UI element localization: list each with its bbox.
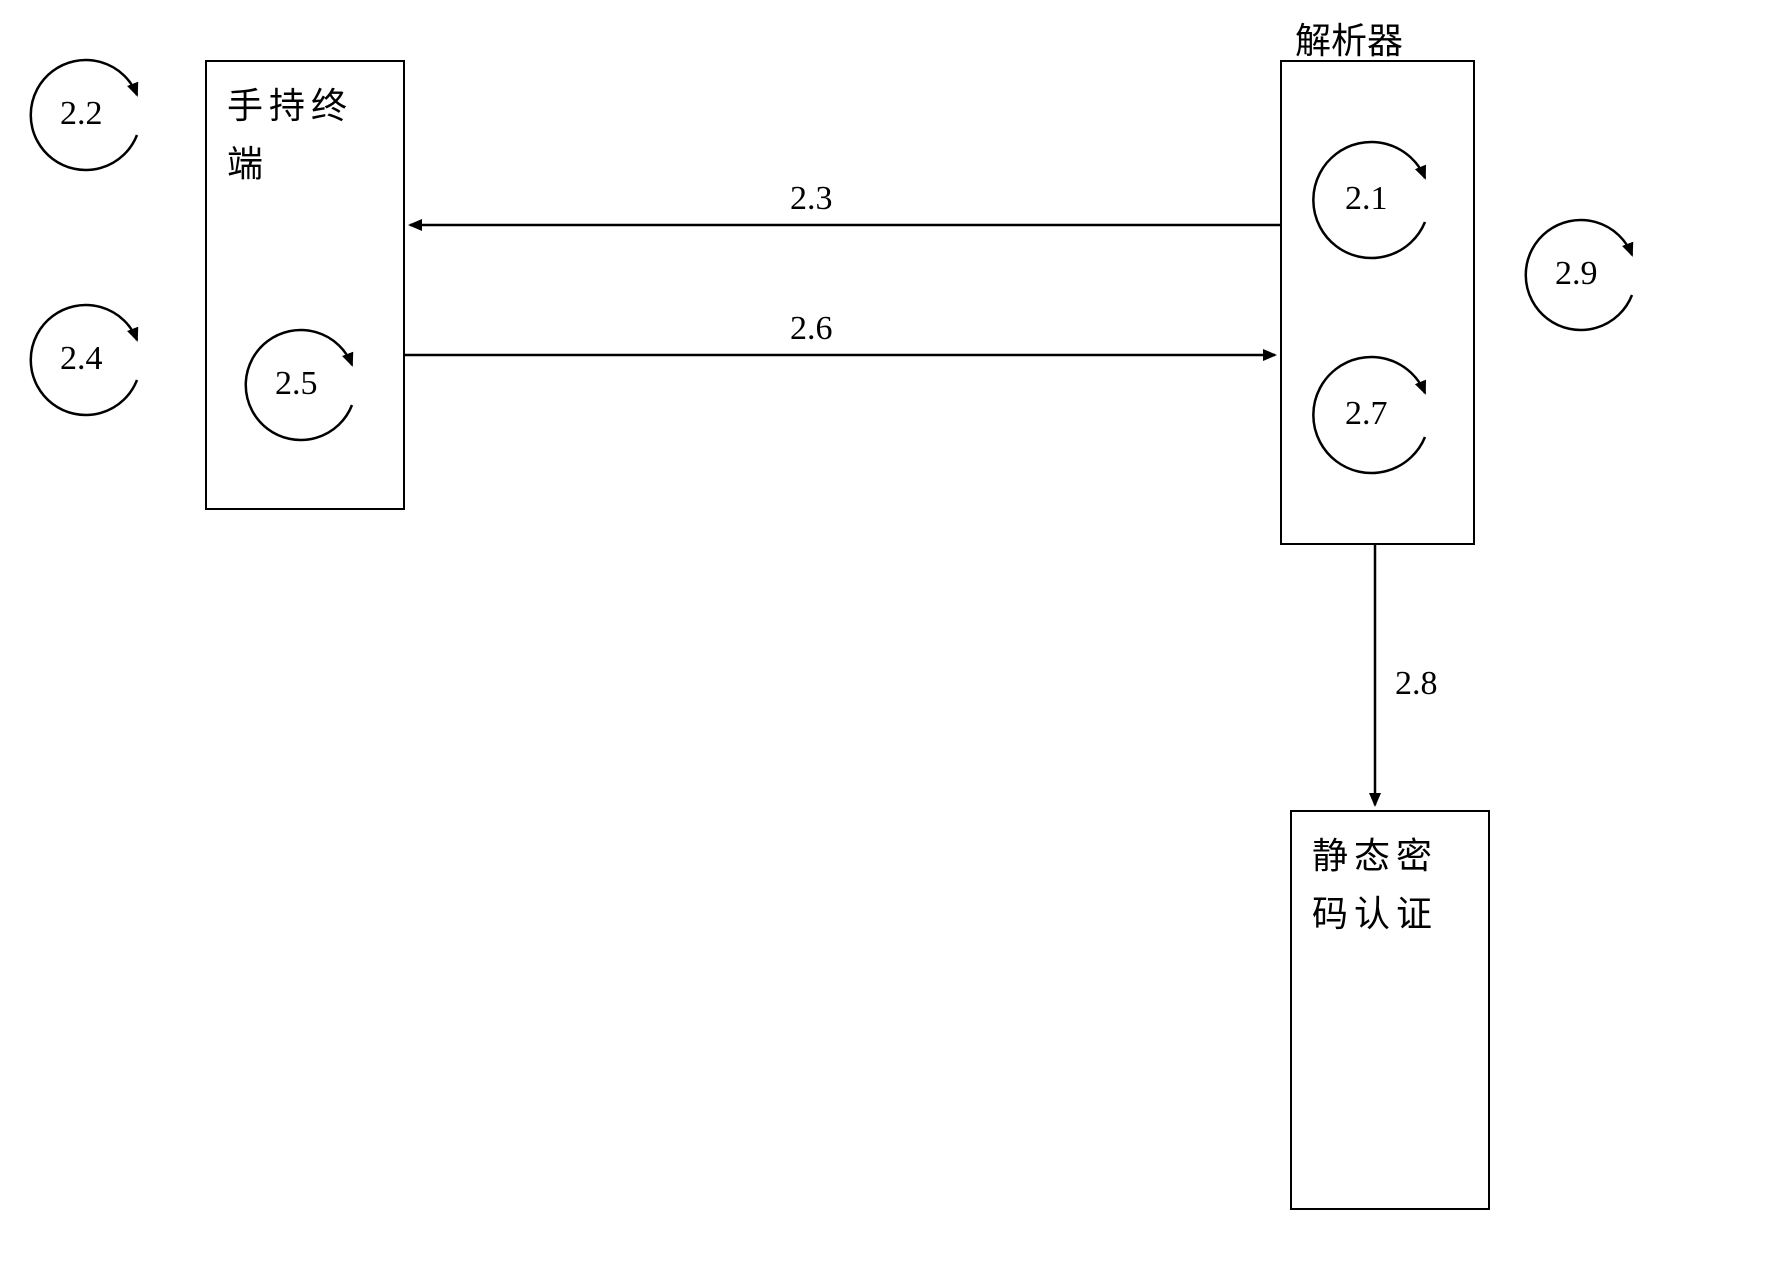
loop-label-2-2: 2.2 <box>60 95 103 133</box>
loop-label-2-5: 2.5 <box>275 365 318 403</box>
node-handheld-terminal: 手持终端 <box>205 60 405 510</box>
diagram-canvas: 手持终端 解析器 静态密码认证 2.3 2.6 2.8 2.2 2.4 2.5 … <box>0 0 1780 1261</box>
arrow-label-2-6: 2.6 <box>790 310 833 348</box>
node-parser <box>1280 60 1475 545</box>
node-static-password-label: 静态密码认证 <box>1312 828 1468 943</box>
node-handheld-label: 手持终端 <box>227 78 383 193</box>
node-parser-label: 解析器 <box>1295 12 1403 64</box>
loop-label-2-4: 2.4 <box>60 340 103 378</box>
arrow-label-2-8: 2.8 <box>1395 665 1438 703</box>
arrow-label-2-3: 2.3 <box>790 180 833 218</box>
loop-label-2-1: 2.1 <box>1345 180 1388 218</box>
node-static-password-auth: 静态密码认证 <box>1290 810 1490 1210</box>
loop-label-2-9: 2.9 <box>1555 255 1598 293</box>
loop-label-2-7: 2.7 <box>1345 395 1388 433</box>
